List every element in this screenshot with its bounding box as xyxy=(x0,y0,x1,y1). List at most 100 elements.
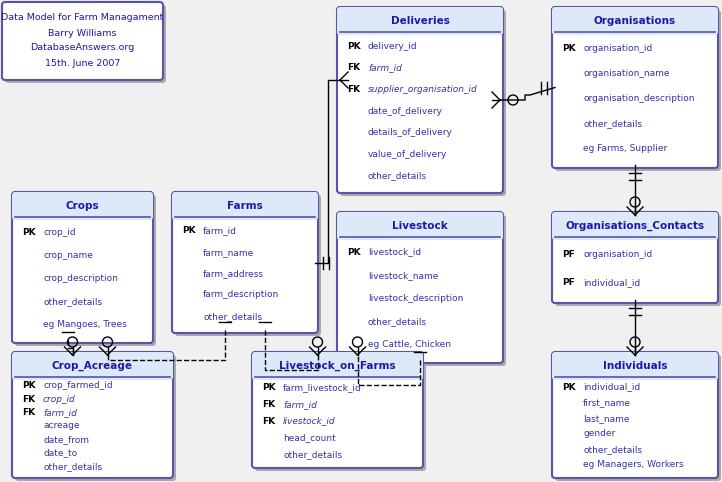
Text: other_details: other_details xyxy=(203,312,262,321)
Text: FK: FK xyxy=(347,63,360,72)
Text: other_details: other_details xyxy=(43,297,102,306)
FancyBboxPatch shape xyxy=(337,212,503,363)
FancyBboxPatch shape xyxy=(552,212,718,240)
Text: PF: PF xyxy=(562,278,575,287)
FancyBboxPatch shape xyxy=(252,352,423,380)
Text: farm_id: farm_id xyxy=(43,408,77,417)
Text: crop_name: crop_name xyxy=(43,251,93,260)
Text: PK: PK xyxy=(562,383,575,391)
Text: head_count: head_count xyxy=(283,433,336,442)
FancyBboxPatch shape xyxy=(555,10,721,171)
Text: organisation_description: organisation_description xyxy=(583,94,695,103)
FancyBboxPatch shape xyxy=(252,352,423,468)
Text: eg Cattle, Chicken: eg Cattle, Chicken xyxy=(368,340,451,349)
Text: crop_id: crop_id xyxy=(43,228,76,237)
Text: Deliveries: Deliveries xyxy=(391,16,449,26)
Text: farm_id: farm_id xyxy=(203,227,237,235)
Text: date_to: date_to xyxy=(43,448,77,457)
Text: eg Mangoes, Trees: eg Mangoes, Trees xyxy=(43,321,127,329)
Text: farm_livestock_id: farm_livestock_id xyxy=(283,383,362,392)
Text: Crops: Crops xyxy=(66,201,100,211)
Text: acreage: acreage xyxy=(43,421,79,430)
Text: Organisations: Organisations xyxy=(594,16,676,26)
FancyBboxPatch shape xyxy=(552,352,718,478)
Text: Livestock_on_Farms: Livestock_on_Farms xyxy=(279,361,396,371)
Text: other_details: other_details xyxy=(583,119,642,128)
FancyBboxPatch shape xyxy=(555,215,721,306)
Text: PK: PK xyxy=(22,381,35,390)
Text: individual_id: individual_id xyxy=(583,383,640,391)
Text: other_details: other_details xyxy=(583,445,642,454)
Text: livestock_name: livestock_name xyxy=(368,271,438,280)
Text: livestock_id: livestock_id xyxy=(368,248,421,256)
FancyBboxPatch shape xyxy=(15,355,176,481)
Text: organisation_id: organisation_id xyxy=(583,250,652,259)
FancyBboxPatch shape xyxy=(12,352,173,478)
Text: other_details: other_details xyxy=(368,317,427,326)
Text: Farms: Farms xyxy=(227,201,263,211)
Text: last_name: last_name xyxy=(583,414,630,423)
FancyBboxPatch shape xyxy=(175,195,321,336)
Text: delivery_id: delivery_id xyxy=(368,41,417,51)
Text: value_of_delivery: value_of_delivery xyxy=(368,150,448,159)
Text: date_of_delivery: date_of_delivery xyxy=(368,107,443,116)
Text: other_details: other_details xyxy=(43,462,102,471)
Text: farm_name: farm_name xyxy=(203,248,254,257)
FancyBboxPatch shape xyxy=(337,7,503,35)
FancyBboxPatch shape xyxy=(340,10,506,196)
FancyBboxPatch shape xyxy=(552,352,718,380)
FancyBboxPatch shape xyxy=(12,352,173,380)
Text: PK: PK xyxy=(22,228,35,237)
Text: Organisations_Contacts: Organisations_Contacts xyxy=(565,221,705,231)
Text: livestock_description: livestock_description xyxy=(368,294,464,303)
FancyBboxPatch shape xyxy=(2,2,163,80)
Text: FK: FK xyxy=(262,416,275,426)
Text: crop_id: crop_id xyxy=(43,395,76,403)
Text: farm_description: farm_description xyxy=(203,290,279,299)
Text: gender: gender xyxy=(583,429,615,438)
Text: first_name: first_name xyxy=(583,398,631,407)
FancyBboxPatch shape xyxy=(172,192,318,220)
Text: farm_id: farm_id xyxy=(368,63,402,72)
Text: PK: PK xyxy=(262,383,276,392)
Text: farm_address: farm_address xyxy=(203,269,264,278)
FancyBboxPatch shape xyxy=(552,212,718,303)
Text: eg Farms, Supplier: eg Farms, Supplier xyxy=(583,144,667,153)
Text: FK: FK xyxy=(262,400,275,409)
Text: individual_id: individual_id xyxy=(583,278,640,287)
FancyBboxPatch shape xyxy=(552,7,718,168)
FancyBboxPatch shape xyxy=(337,7,503,193)
Text: 15th. June 2007: 15th. June 2007 xyxy=(45,58,120,67)
Text: PF: PF xyxy=(562,250,575,259)
FancyBboxPatch shape xyxy=(255,355,426,471)
Text: details_of_delivery: details_of_delivery xyxy=(368,128,453,137)
Text: PK: PK xyxy=(347,248,360,256)
FancyBboxPatch shape xyxy=(12,192,153,343)
Text: supplier_organisation_id: supplier_organisation_id xyxy=(368,85,478,94)
Text: eg Managers, Workers: eg Managers, Workers xyxy=(583,460,684,469)
FancyBboxPatch shape xyxy=(12,192,153,220)
Text: livestock_id: livestock_id xyxy=(283,416,336,426)
Text: PK: PK xyxy=(182,227,196,235)
FancyBboxPatch shape xyxy=(552,7,718,35)
FancyBboxPatch shape xyxy=(172,192,318,333)
FancyBboxPatch shape xyxy=(15,195,156,346)
FancyBboxPatch shape xyxy=(337,212,503,240)
Text: other_details: other_details xyxy=(283,450,342,459)
Text: crop_farmed_id: crop_farmed_id xyxy=(43,381,113,390)
Text: farm_id: farm_id xyxy=(283,400,317,409)
Text: FK: FK xyxy=(22,408,35,417)
FancyBboxPatch shape xyxy=(5,5,166,83)
Text: crop_description: crop_description xyxy=(43,274,118,283)
Text: FK: FK xyxy=(22,395,35,403)
Text: Barry Williams: Barry Williams xyxy=(48,28,117,38)
Text: other_details: other_details xyxy=(368,172,427,180)
Text: DatabaseAnswers.org: DatabaseAnswers.org xyxy=(30,43,134,53)
FancyBboxPatch shape xyxy=(555,355,721,481)
Text: date_from: date_from xyxy=(43,435,89,444)
Text: FK: FK xyxy=(347,85,360,94)
Text: Data Model for Farm Managament: Data Model for Farm Managament xyxy=(1,13,164,23)
Text: organisation_id: organisation_id xyxy=(583,44,652,53)
Text: organisation_name: organisation_name xyxy=(583,69,669,78)
Text: PK: PK xyxy=(347,41,360,51)
